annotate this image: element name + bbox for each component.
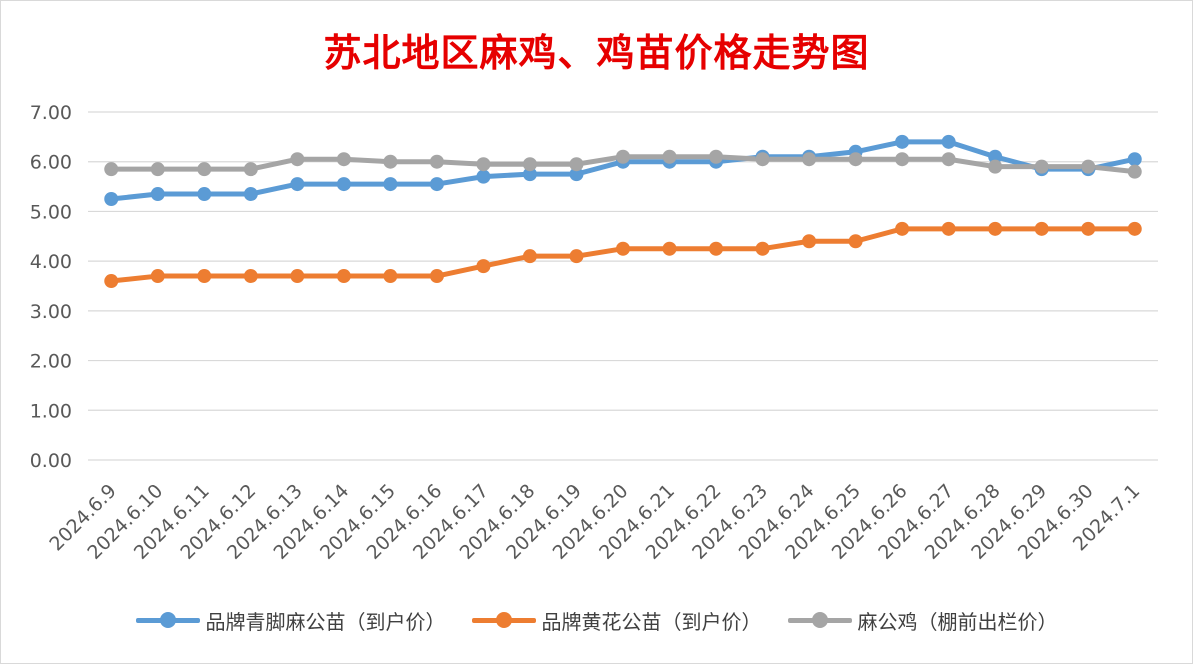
- series-2-point-7: [429, 154, 444, 169]
- series-1-point-20: [1034, 221, 1049, 236]
- series-0-point-1: [150, 187, 165, 202]
- series-2-point-2: [197, 162, 212, 177]
- series-2-point-19: [988, 159, 1003, 174]
- series-0-point-8: [476, 169, 491, 184]
- series-0-point-4: [290, 177, 305, 192]
- series-2-point-8: [476, 157, 491, 172]
- series-1-point-1: [150, 269, 165, 284]
- series-1-point-5: [336, 269, 351, 284]
- legend-label-series-0: 品牌青脚麻公苗（到户价）: [205, 609, 446, 634]
- legend-item-series-0: 品牌青脚麻公苗（到户价）: [135, 606, 446, 635]
- series-2-point-17: [895, 152, 910, 167]
- series-1-point-9: [522, 249, 537, 264]
- legend-label-series-2: 麻公鸡（棚前出栏价）: [857, 609, 1058, 634]
- series-1-point-6: [383, 269, 398, 284]
- y-tick-label-1: 1.00: [30, 400, 72, 422]
- series-1-point-18: [941, 221, 956, 236]
- series-1-point-17: [895, 221, 910, 236]
- y-tick-label-0: 0.00: [30, 450, 72, 472]
- series-0-point-19: [988, 149, 1003, 164]
- legend-item-series-1: 品牌黄花公苗（到户价）: [471, 606, 762, 635]
- series-1-point-21: [1081, 221, 1096, 236]
- series-1-point-19: [988, 221, 1003, 236]
- series-0-point-7: [429, 177, 444, 192]
- series-2-point-13: [709, 149, 724, 164]
- series-0-point-0: [104, 192, 119, 206]
- series-2-point-22: [1127, 164, 1142, 179]
- y-tick-label-5: 5.00: [30, 201, 72, 223]
- series-0-point-9: [522, 167, 537, 182]
- series-2-point-6: [383, 154, 398, 169]
- series-2-point-5: [336, 152, 351, 167]
- series-1-point-10: [569, 249, 584, 264]
- series-1-point-15: [802, 234, 817, 249]
- series-2-point-10: [569, 157, 584, 172]
- series-1-point-2: [197, 269, 212, 284]
- series-2-point-12: [662, 149, 677, 164]
- series-1-point-12: [662, 241, 677, 256]
- series-0-point-10: [569, 167, 584, 182]
- legend-swatch-series-1: [471, 608, 536, 632]
- y-tick-label-7: 7.00: [30, 102, 72, 124]
- series-0-point-3: [243, 187, 258, 202]
- series-2-point-1: [150, 162, 165, 177]
- series-0-point-17: [895, 134, 910, 149]
- series-0-point-18: [941, 134, 956, 149]
- legend-label-series-1: 品牌黄花公苗（到户价）: [541, 609, 762, 634]
- series-2-point-15: [802, 152, 817, 167]
- series-2-point-18: [941, 152, 956, 167]
- series-1-point-4: [290, 269, 305, 284]
- series-2-point-11: [616, 149, 630, 164]
- series-1-point-0: [104, 274, 119, 289]
- series-1-point-8: [476, 259, 491, 274]
- legend-item-series-2: 麻公鸡（棚前出栏价）: [787, 606, 1058, 635]
- series-2-point-21: [1081, 159, 1096, 174]
- legend-swatch-series-0: [135, 608, 200, 632]
- y-tick-label-3: 3.00: [30, 301, 72, 323]
- series-2-point-20: [1034, 159, 1049, 174]
- series-1-point-13: [709, 241, 724, 256]
- series-2-point-16: [848, 152, 863, 167]
- series-2-point-0: [104, 162, 119, 177]
- series-1-point-7: [429, 269, 444, 284]
- series-2-point-4: [290, 152, 305, 167]
- series-2-point-14: [755, 152, 770, 167]
- series-1-point-22: [1127, 221, 1142, 236]
- series-2-point-9: [522, 157, 537, 172]
- series-1-point-16: [848, 234, 863, 249]
- y-tick-label-2: 2.00: [30, 351, 72, 373]
- y-tick-label-4: 4.00: [30, 251, 72, 273]
- y-tick-label-6: 6.00: [30, 152, 72, 174]
- series-0-point-22: [1127, 152, 1142, 167]
- line-chart: 0.001.002.003.004.005.006.007.00 2024.6.…: [30, 102, 1158, 564]
- series-2-point-3: [243, 162, 258, 177]
- series-0-point-6: [383, 177, 398, 192]
- series-0-point-5: [336, 177, 351, 192]
- series-1-point-14: [755, 241, 770, 256]
- legend-swatch-series-2: [787, 608, 852, 632]
- series-1-point-11: [616, 241, 630, 256]
- chart-title: 苏北地区麻鸡、鸡苗价格走势图: [323, 30, 870, 75]
- series-0-point-2: [197, 187, 212, 202]
- series-1-point-3: [243, 269, 258, 284]
- legend: 品牌青脚麻公苗（到户价） 品牌黄花公苗（到户价） 麻公鸡（棚前出栏价）: [0, 602, 1193, 638]
